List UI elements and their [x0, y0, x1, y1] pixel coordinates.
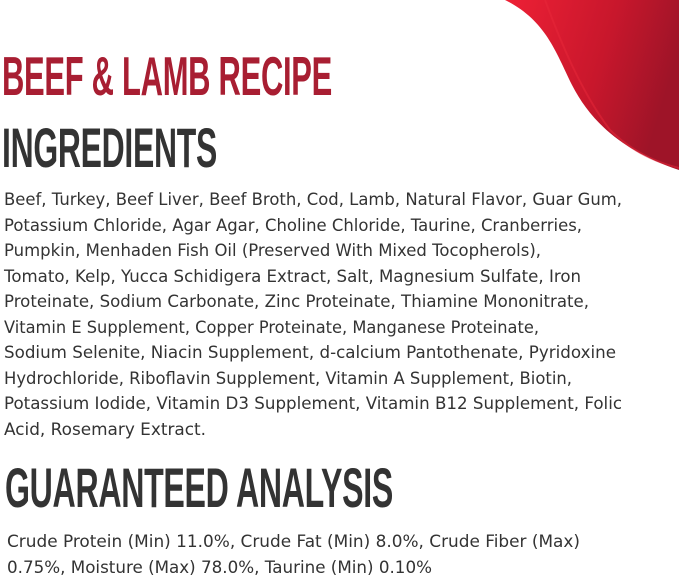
ingredients-line: Beef, Turkey, Beef Liver, Beef Broth, Co…	[4, 188, 622, 214]
ingredients-line: Sodium Selenite, Niacin Supplement, d-ca…	[4, 341, 616, 367]
ingredients-line: Tomato, Kelp, Yucca Schidigera Extract, …	[4, 265, 581, 291]
guaranteed-analysis-heading: GUARANTEED ANALYSIS	[5, 460, 393, 516]
ingredients-line: Acid, Rosemary Extract.	[4, 418, 206, 444]
ingredients-line: Pumpkin, Menhaden Fish Oil (Preserved Wi…	[4, 239, 541, 265]
analysis-line: 0.75%, Moisture (Max) 78.0%, Taurine (Mi…	[7, 556, 432, 581]
ingredients-list: Beef, Turkey, Beef Liver, Beef Broth, Co…	[4, 188, 643, 443]
ingredients-line: Potassium Chloride, Agar Agar, Choline C…	[4, 214, 582, 240]
recipe-title: BEEF & LAMB RECIPE	[2, 49, 332, 104]
ingredients-heading: INGREDIENTS	[2, 120, 217, 176]
ingredients-line: Vitamin E Supplement, Copper Proteinate,…	[4, 316, 539, 342]
guaranteed-analysis-text: Crude Protein (Min) 11.0%, Crude Fat (Mi…	[7, 530, 583, 581]
ingredients-line: Potassium Iodide, Vitamin D3 Supplement,…	[4, 392, 622, 418]
ingredients-line: Proteinate, Sodium Carbonate, Zinc Prote…	[4, 290, 589, 316]
ingredients-line: Hydrochloride, Riboflavin Supplement, Vi…	[4, 367, 572, 393]
analysis-line: Crude Protein (Min) 11.0%, Crude Fat (Mi…	[7, 530, 580, 556]
